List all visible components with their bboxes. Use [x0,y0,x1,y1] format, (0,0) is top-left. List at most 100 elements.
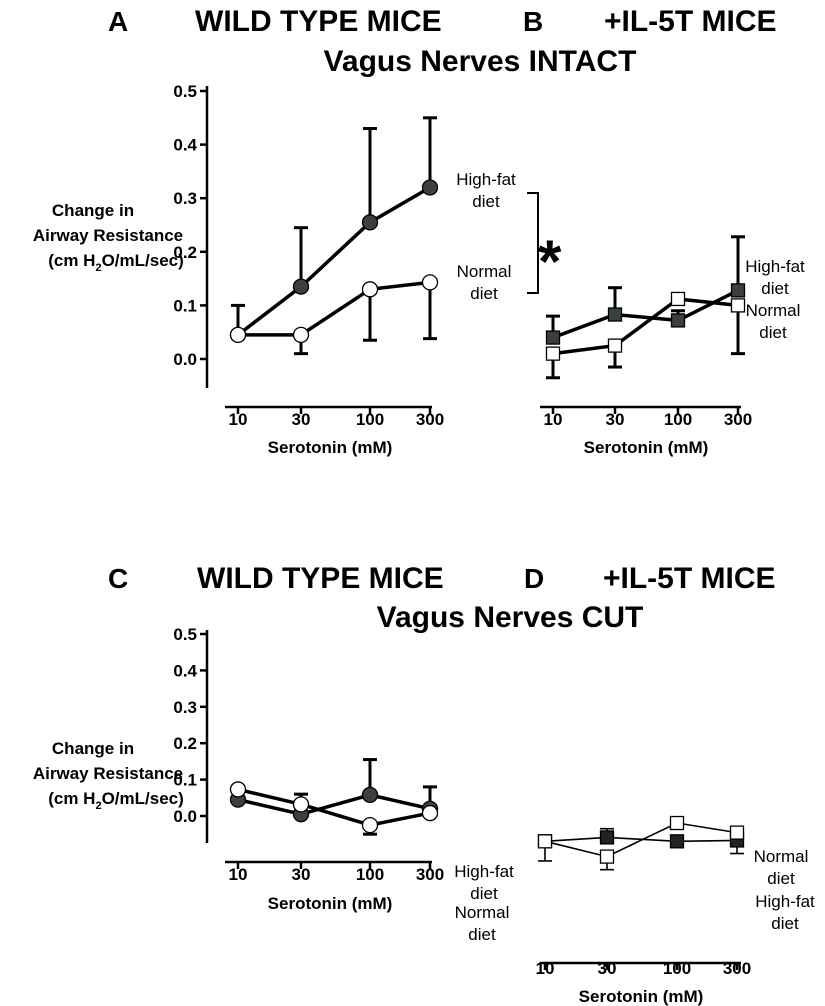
title-il5t-top: +IL-5T MICE [604,5,777,38]
series-annotation: Normal [455,903,510,922]
x-tick-label: 10 [229,410,248,429]
x-tick-label: 10 [544,410,563,429]
series-high-fat [236,116,437,337]
x-tick-label: 100 [664,410,692,429]
series-annotation: High-fat [454,862,514,881]
x-tick-label: 10 [229,865,248,884]
y-tick-label: 0.0 [173,807,197,826]
x-tick-label: 300 [416,410,444,429]
title-wild-type-bottom: WILD TYPE MICE [197,562,444,595]
subtitle-cut: Vagus Nerves CUT [377,601,644,634]
markers-high-fat [545,283,746,345]
x-axis-label: Serotonin (mM) [268,438,393,457]
title-il5t-bottom: +IL-5T MICE [603,562,776,595]
panel-a: 0.0 0.1 0.2 0.3 0.4 0.5 10 30 100 300 Serotonin (m… [173,82,516,457]
series-high-fat [231,758,437,816]
series-line [237,787,431,827]
series-annotation: High-fat [755,892,815,911]
data-point [599,830,615,845]
data-point [292,278,310,295]
panel-letter-b: B [523,6,543,37]
data-point [545,346,561,361]
series-annotation: diet [468,925,496,944]
series-normal [231,787,431,836]
series-line [237,793,431,816]
markers-normal [537,815,745,864]
data-point [729,825,745,840]
data-point [361,786,379,804]
data-point [361,816,379,834]
series-line [552,297,739,356]
series-normal [538,822,738,871]
x-tick-label: 10 [536,959,555,978]
x-tick-label: 100 [356,865,384,884]
markers-normal [229,274,439,344]
series-high-fat [544,827,744,855]
x-tick-label: 30 [598,959,617,978]
y-tick-label: 0.4 [173,136,197,155]
svg-text:Change in: Change in [52,739,134,758]
x-tick-label: 300 [724,410,752,429]
data-point [292,326,310,344]
y-tick-label: 0.5 [173,625,197,644]
x-tick-label: 30 [292,865,311,884]
x-tick-label: 30 [606,410,625,429]
data-point [421,274,439,291]
series-line [544,822,738,858]
series-annotation: diet [771,914,799,933]
data-point [229,326,247,344]
series-annotation: diet [472,192,500,211]
x-axis-label: Serotonin (mM) [268,894,393,913]
panel-b: 10 30 100 300 Serotonin (mM) High-fat diet Norm… [540,235,805,457]
x-tick-label: 300 [416,865,444,884]
svg-text:Change in: Change in [52,201,134,220]
panel-c: 0.0 0.1 0.2 0.3 0.4 0.5 10 30 100 300 Serotonin (m… [173,625,514,944]
x-tick-label: 100 [663,959,691,978]
y-tick-label: 0.1 [173,771,197,790]
data-point [421,179,439,196]
panel-letter-d: D [524,563,544,594]
series-annotation: Normal [746,301,801,320]
data-point [669,815,685,831]
markers-normal [229,781,439,834]
series-annotation: High-fat [745,257,805,276]
series-annotation: Normal [754,847,809,866]
data-point [229,781,247,798]
data-point [421,804,439,822]
significance-bracket: * [527,192,562,295]
title-wild-type-top: WILD TYPE MICE [195,5,442,38]
series-high-fat [546,235,745,340]
data-point [730,283,746,298]
x-tick-label: 100 [356,410,384,429]
series-line [238,280,431,337]
chart-panels: 0.0 0.1 0.2 0.3 0.4 0.5 10 30 100 300 Serotonin (m… [173,82,815,1006]
panel-letter-a: A [108,6,128,37]
panel-letter-c: C [108,563,128,594]
data-point [599,849,615,864]
subtitle-intact: Vagus Nerves INTACT [324,45,637,78]
data-point [730,298,746,313]
y-tick-label: 0.0 [173,350,197,369]
y-tick-label: 0.3 [173,189,197,208]
data-point [607,307,623,322]
significance-star: * [538,228,562,295]
y-tick-label: 0.5 [173,82,197,101]
y-tick-label: 0.3 [173,698,197,717]
series-annotation: diet [470,884,498,903]
series-annotation: diet [761,279,789,298]
y-axis-label-bottom: Change in Airway Resistance (cm H2O/mL/s… [33,739,184,812]
data-point [537,834,553,849]
svg-text:(cm H2O/mL/sec): (cm H2O/mL/sec) [48,251,184,274]
x-axis-label: Serotonin (mM) [579,987,704,1006]
x-axis-label: Serotonin (mM) [584,438,709,457]
series-annotation: diet [759,323,787,342]
series-annotation: High-fat [456,170,516,189]
series-line [552,288,739,340]
series-annotation: diet [767,869,795,888]
panel-d: 10 30 100 300 Serotonin (mM) Normal diet High-f… [536,815,815,1006]
data-point [670,313,686,328]
y-tick-label: 0.2 [173,243,197,262]
svg-text:Airway Resistance: Airway Resistance [33,226,183,245]
series-annotation: Normal [457,262,512,281]
data-point [670,291,686,307]
